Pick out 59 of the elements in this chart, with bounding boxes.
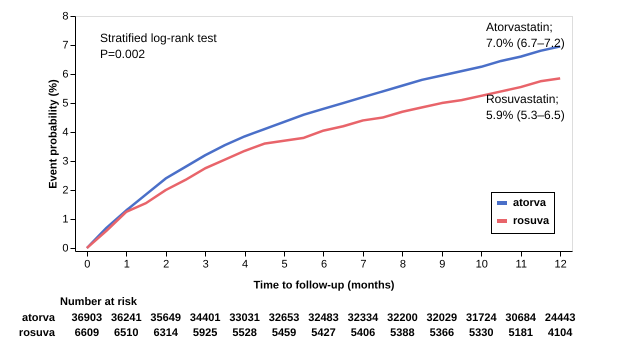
text: 6510: [114, 327, 139, 339]
y-tick-label: 8: [62, 10, 68, 22]
y-tick-label: 0: [62, 242, 68, 255]
y-axis-title: Event probability (%): [47, 78, 60, 189]
text: 32483: [308, 312, 339, 324]
text: 6314: [153, 327, 179, 339]
x-axis-title: Time to follow-up (months): [254, 280, 395, 292]
text: 36903: [72, 312, 102, 324]
text: 35649: [150, 312, 182, 324]
text: 5388: [390, 327, 415, 339]
y-tick-label: 2: [62, 184, 68, 197]
x-tick-label: 6: [320, 258, 328, 270]
text: 5459: [272, 327, 296, 339]
text: 34401: [190, 312, 220, 324]
annotation: P=0.002: [100, 47, 146, 61]
y-tick-label: 6: [62, 68, 68, 81]
x-tick-label: 12: [554, 258, 567, 270]
y-tick-label: 7: [62, 40, 68, 52]
text: 32029: [426, 312, 458, 324]
y-tick-label: 5: [62, 98, 68, 110]
x-tick-label: 8: [400, 258, 406, 270]
text: rosuva: [18, 327, 56, 339]
text: 32200: [387, 312, 418, 324]
text: 6609: [74, 327, 100, 339]
y-tick-label: 3: [62, 156, 68, 168]
x-tick-label: 11: [516, 258, 527, 270]
annotation: Stratified log-rank test: [100, 31, 218, 45]
annotation: Atorvastatin; 7.0% (6.7–7.2): [486, 20, 565, 50]
text: 30684: [505, 312, 537, 324]
text: 5181: [508, 327, 533, 339]
text: 31724: [466, 312, 498, 324]
text: 5330: [469, 327, 494, 339]
legend-label: atorva: [513, 197, 547, 209]
text: 5366: [430, 327, 454, 339]
x-tick-label: 4: [242, 258, 248, 270]
x-tick-label: 3: [202, 258, 209, 270]
text: 4104: [548, 327, 574, 339]
x-tick-label: 0: [84, 258, 90, 270]
text: atorva: [22, 312, 56, 324]
x-tick-label: 1: [124, 258, 130, 270]
text: 33031: [229, 312, 260, 324]
text: 5406: [350, 327, 376, 339]
legend-label: rosuva: [513, 215, 550, 227]
x-tick-label: 7: [360, 258, 367, 270]
text: 32334: [348, 312, 380, 324]
x-tick-label: 10: [476, 258, 488, 270]
y-tick-label: 4: [62, 126, 68, 139]
text: 5427: [311, 327, 336, 339]
text: 5528: [232, 327, 257, 339]
x-tick-label: 5: [281, 258, 288, 270]
text: 5925: [192, 327, 218, 339]
text: 24443: [544, 312, 576, 324]
text: 32653: [268, 312, 300, 324]
text: 36241: [110, 312, 142, 324]
x-tick-label: 2: [163, 258, 170, 270]
x-tick-label: 9: [439, 258, 446, 270]
text: Number at risk: [60, 296, 138, 308]
y-tick-label: 1: [62, 214, 68, 226]
annotation: Rosuvastatin; 5.9% (5.3–6.5): [486, 92, 565, 122]
